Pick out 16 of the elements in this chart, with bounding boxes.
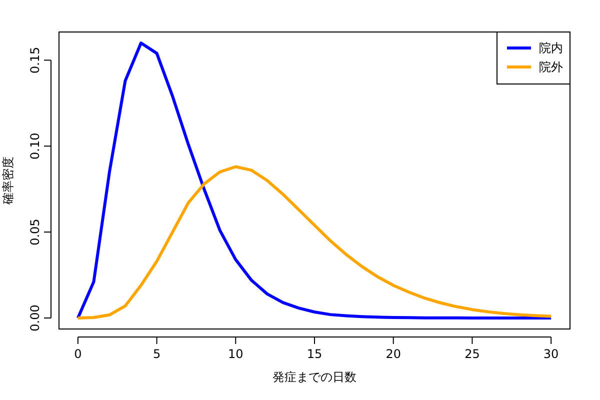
x-tick-label: 15 <box>306 347 322 361</box>
legend-label: 院内 <box>539 41 563 55</box>
line-series <box>76 165 553 320</box>
x-tick-label: 25 <box>464 347 480 361</box>
y-tick-label: 0.10 <box>28 132 42 160</box>
x-tick-label: 0 <box>74 347 82 361</box>
x-tick-label: 20 <box>386 347 401 361</box>
y-axis-title: 確率密度 <box>1 156 15 206</box>
x-tick-label: 10 <box>228 347 244 361</box>
x-axis-title: 発症までの日数 <box>272 370 356 384</box>
y-tick-label: 0.15 <box>28 46 42 74</box>
y-tick-label: 0.05 <box>28 218 42 246</box>
x-tick-label: 30 <box>543 347 559 361</box>
x-tick-label: 5 <box>152 347 161 361</box>
legend-label: 院外 <box>539 60 563 74</box>
y-tick-label: 0.00 <box>28 304 42 332</box>
